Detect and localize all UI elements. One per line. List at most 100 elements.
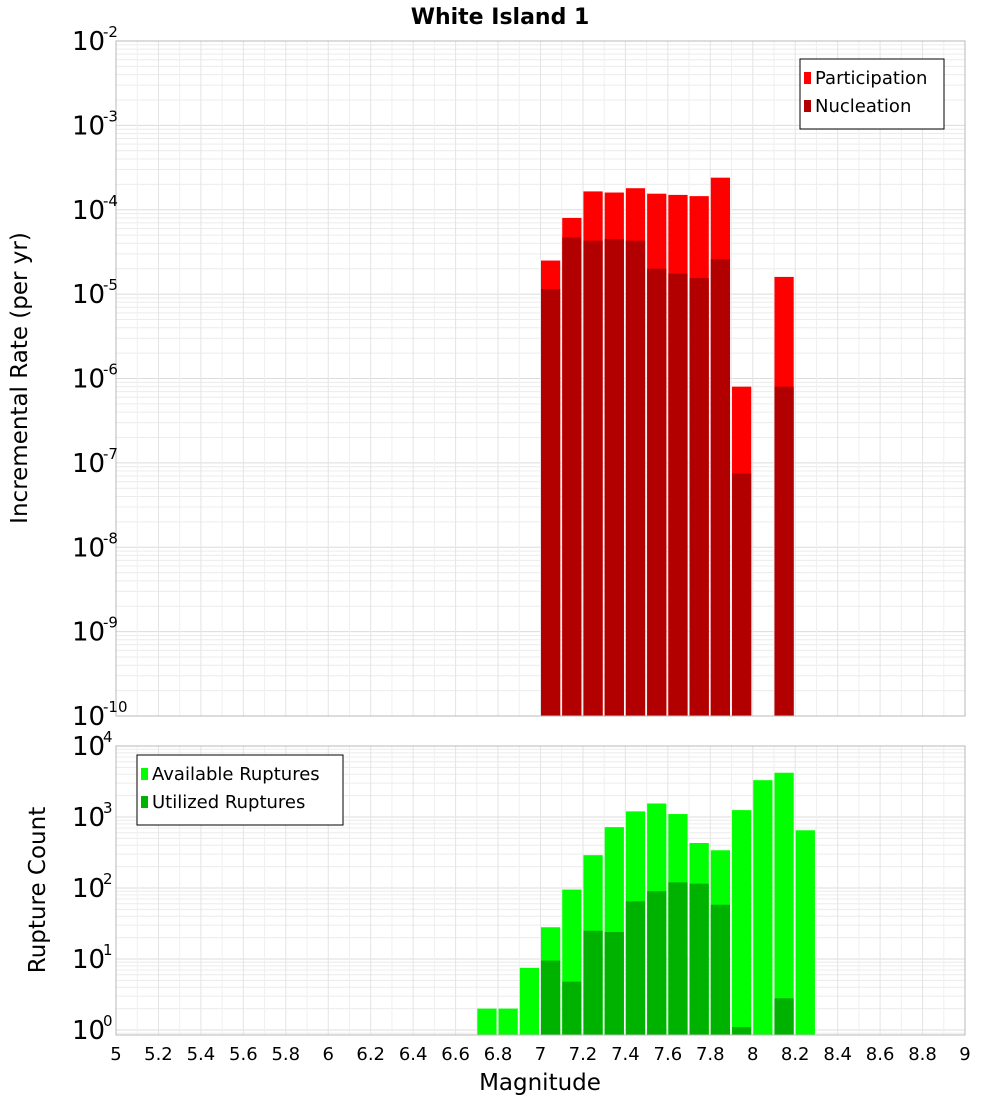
x-tick-label: 7.4 [611,1044,640,1065]
top-legend-label: Participation [815,68,927,89]
x-tick-label: 6.8 [484,1044,513,1065]
top-legend: Participation Nucleation [799,58,945,130]
top-panel: 10-1010-910-810-710-610-510-410-310-2Par… [72,23,966,732]
top-y-tick-exponent: -10 [103,698,128,716]
top-bar [625,240,646,717]
bottom-bar [604,931,624,1035]
x-tick-label: 5.2 [144,1044,173,1065]
bottom-y-tick-base: 10 [72,945,105,975]
bottom-bar [795,830,815,1035]
bottom-bar [477,1008,497,1035]
bottom-y-axis-label: Rupture Count [25,807,51,973]
bottom-legend-swatch [141,768,148,780]
x-axis-label: Magnitude [479,1070,601,1096]
top-y-tick-exponent: -9 [103,614,118,632]
bottom-y-tick-base: 10 [72,1016,105,1046]
bottom-bar [541,960,561,1035]
top-gridlines [115,40,966,717]
bottom-series-1 [541,882,794,1035]
x-tick-label: 8.6 [866,1044,895,1065]
x-ticks: 5 5.2 5.4 5.6 5.8 6 6.2 6.4 6.6 6.8 7 7.2 7.4 7.6 7.8 8… [110,1044,970,1065]
x-tick-label: 8.8 [908,1044,937,1065]
top-y-tick-base: 10 [72,280,105,310]
top-y-tick-base: 10 [72,365,105,395]
x-tick-label: 6 [323,1044,334,1065]
bottom-y-tick-exponent: 4 [103,728,113,746]
top-bar [668,273,688,716]
x-tick-label: 8.4 [823,1044,852,1065]
top-bar [583,240,603,717]
top-series-1 [541,237,794,717]
x-tick-label: 6.4 [399,1044,428,1065]
top-y-tick-exponent: -4 [103,192,118,210]
top-y-tick-base: 10 [72,533,105,563]
top-bar [604,239,624,716]
bottom-y-tick-exponent: 2 [103,870,113,888]
top-y-tick-exponent: -3 [103,107,118,125]
bottom-legend: Available Ruptures Utilized Ruptures [136,754,344,826]
x-tick-label: 6.6 [441,1044,470,1065]
top-legend-box [799,58,945,130]
bottom-bar [732,1027,752,1035]
top-plot-frame [115,40,966,717]
bottom-bar [519,967,539,1035]
x-tick-label: 7.6 [654,1044,683,1065]
bottom-legend-label: Available Ruptures [152,764,320,785]
top-y-tick-base: 10 [72,618,105,648]
bottom-bar [774,772,794,1035]
bottom-bar [732,810,752,1035]
bottom-y-tick-exponent: 0 [103,1012,113,1030]
top-y-tick-exponent: -6 [103,361,118,379]
bottom-bar [668,882,688,1035]
bottom-y-tick-exponent: 3 [103,799,113,817]
bottom-legend-box [136,754,344,826]
x-tick-label: 9 [959,1044,970,1065]
top-legend-label: Nucleation [815,96,911,117]
bottom-bar [774,998,794,1035]
bottom-y-tick-base: 10 [72,803,105,833]
bottom-bar [689,883,709,1035]
bottom-plot-frame [115,745,966,1036]
top-y-tick-base: 10 [72,27,105,57]
x-tick-label: 8 [747,1044,758,1065]
bottom-bar [710,904,731,1035]
top-bar [732,473,752,716]
x-tick-label: 8.2 [781,1044,810,1065]
bottom-bar [562,981,582,1035]
x-tick-label: 7.8 [696,1044,725,1065]
top-y-tick-base: 10 [72,196,105,226]
x-tick-label: 7 [535,1044,546,1065]
top-y-tick-exponent: -5 [103,276,118,294]
top-y-axis-label: Incremental Rate (per yr) [7,232,33,524]
top-bar [541,289,561,716]
bottom-legend-swatch [141,796,148,808]
bottom-y-tick-exponent: 1 [103,941,113,959]
bottom-bar [647,891,667,1035]
top-y-tick-base: 10 [72,111,105,141]
bottom-bar [625,901,646,1035]
bottom-bar [498,1008,518,1035]
top-y-tick-base: 10 [72,702,105,732]
x-tick-label: 6.2 [356,1044,385,1065]
top-y-tick-exponent: -7 [103,445,118,463]
top-bar [647,268,667,716]
chart-title: White Island 1 [411,5,590,30]
top-y-tick-exponent: -2 [103,23,118,41]
top-y-tick-base: 10 [72,449,105,479]
top-y-tick-exponent: -8 [103,529,118,547]
top-bar [689,278,709,716]
x-tick-label: 5.6 [229,1044,258,1065]
top-legend-swatch [804,100,811,112]
bottom-legend-label: Utilized Ruptures [152,792,305,813]
x-tick-label: 5 [110,1044,121,1065]
x-tick-label: 5.4 [187,1044,216,1065]
top-bar [562,237,582,716]
x-tick-label: 5.8 [271,1044,300,1065]
bottom-y-tick-base: 10 [72,732,105,762]
bottom-y-tick-base: 10 [72,874,105,904]
bottom-bar [583,930,603,1035]
